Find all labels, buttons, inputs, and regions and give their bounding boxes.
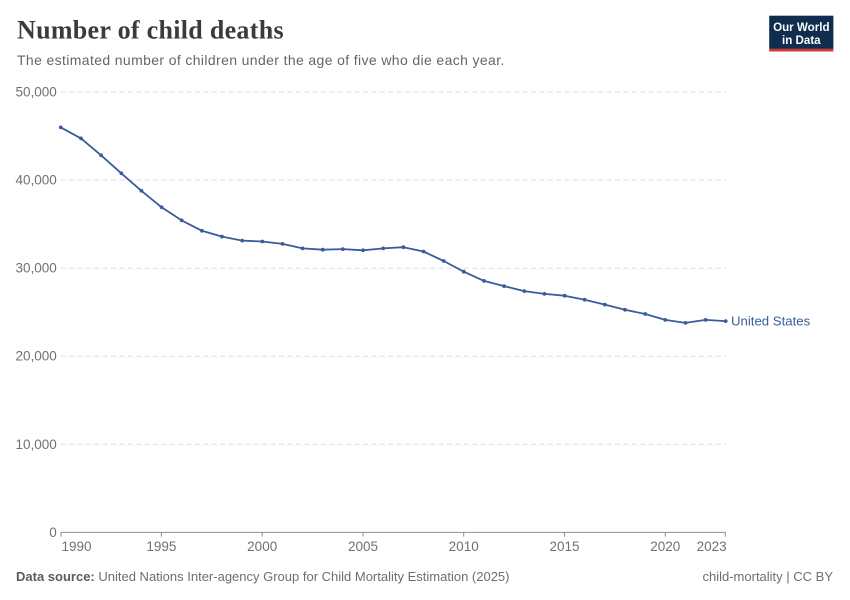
svg-text:2020: 2020 <box>650 539 680 554</box>
svg-text:2010: 2010 <box>449 539 479 554</box>
svg-text:Data source: United Nations In: Data source: United Nations Inter-agency… <box>16 569 510 584</box>
svg-text:0: 0 <box>49 525 57 540</box>
svg-text:United States: United States <box>731 313 811 328</box>
svg-text:The estimated number of childr: The estimated number of children under t… <box>17 52 505 68</box>
svg-text:2005: 2005 <box>348 539 378 554</box>
svg-text:2023: 2023 <box>697 539 727 554</box>
svg-text:40,000: 40,000 <box>16 173 57 188</box>
svg-text:10,000: 10,000 <box>16 437 57 452</box>
svg-text:child-mortality | CC BY: child-mortality | CC BY <box>702 569 833 584</box>
svg-text:30,000: 30,000 <box>16 261 57 276</box>
svg-text:50,000: 50,000 <box>16 85 57 100</box>
svg-text:in Data: in Data <box>782 34 821 47</box>
svg-text:1995: 1995 <box>146 539 176 554</box>
svg-text:2015: 2015 <box>549 539 579 554</box>
svg-text:2000: 2000 <box>247 539 277 554</box>
svg-text:1990: 1990 <box>62 539 92 554</box>
svg-text:20,000: 20,000 <box>16 349 57 364</box>
svg-text:Our World: Our World <box>773 21 829 34</box>
svg-text:Number of child deaths: Number of child deaths <box>17 15 284 44</box>
